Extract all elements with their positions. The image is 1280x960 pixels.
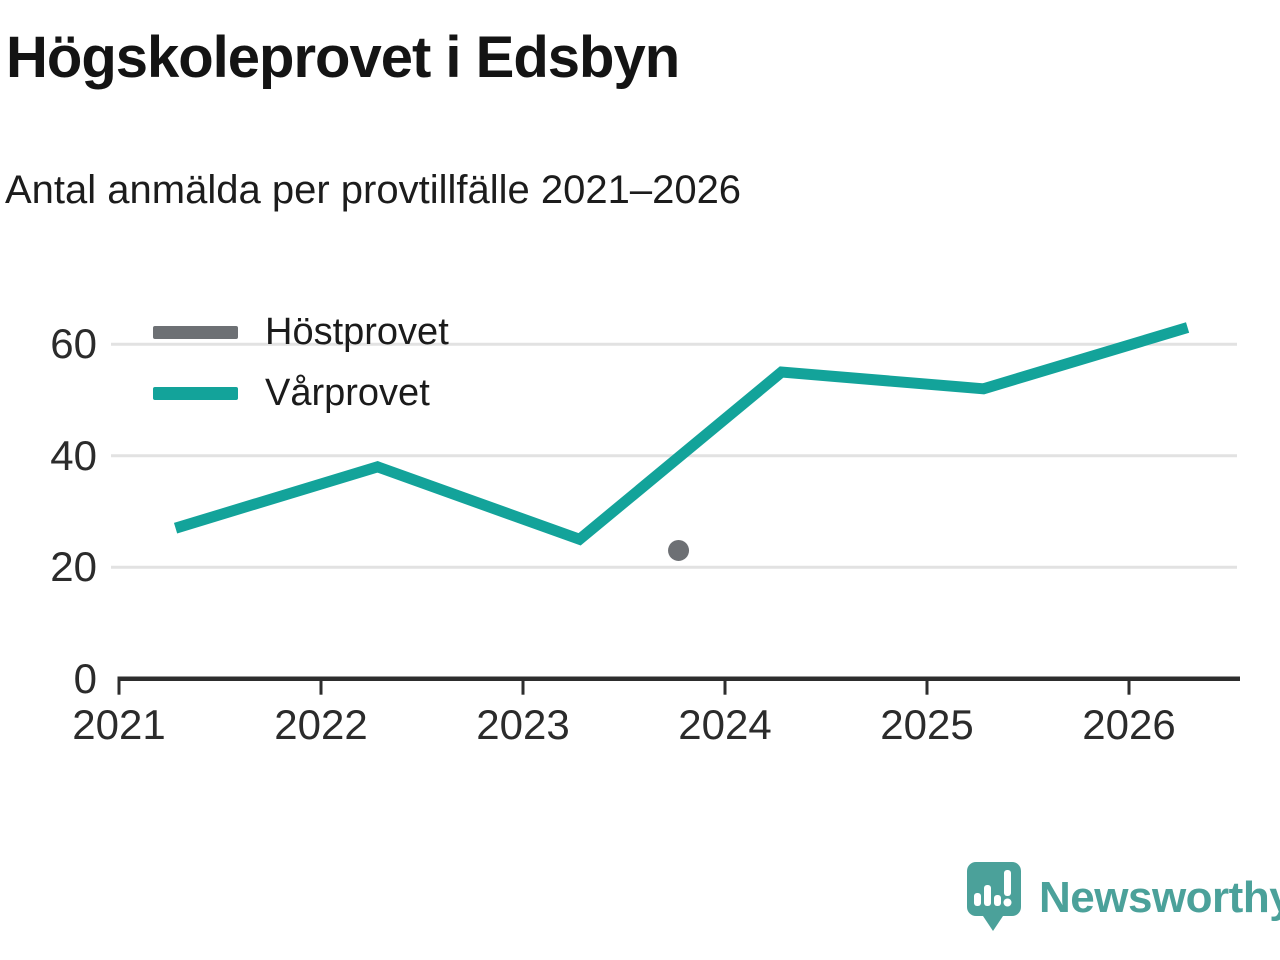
y-tick-label-0: 0 — [73, 654, 97, 702]
y-tick-label-20: 20 — [50, 543, 97, 591]
x-tick-label-2024: 2024 — [678, 701, 772, 748]
brand-footer: Newsworthy — [963, 858, 1280, 938]
series-line-varprovet — [173, 322, 1190, 546]
y-tick-label-40: 40 — [50, 431, 97, 479]
legend-swatch-hostprovet — [153, 326, 238, 339]
newsworthy-logo-icon — [967, 862, 1021, 931]
legend-label-varprovet: Vårprovet — [265, 372, 430, 414]
chart-subtitle: Antal anmälda per provtillfälle 2021–202… — [5, 168, 742, 212]
chart-legend: Höstprovet Vårprovet — [153, 309, 449, 417]
series-point-hostprovet — [668, 539, 690, 561]
x-tick-label-2022: 2022 — [274, 701, 368, 748]
brand-name: Newsworthy — [1039, 873, 1280, 922]
legend-item-varprovet: Vårprovet — [153, 370, 449, 417]
legend-label-hostprovet: Höstprovet — [265, 311, 449, 353]
x-tick-label-2025: 2025 — [880, 701, 974, 748]
x-tick-label-2026: 2026 — [1082, 701, 1176, 748]
x-tick-label-2023: 2023 — [476, 701, 570, 748]
chart-title: Högskoleprovet i Edsbyn — [6, 25, 680, 90]
x-tick-label-2021: 2021 — [72, 701, 166, 748]
legend-item-hostprovet: Höstprovet — [153, 309, 449, 356]
legend-swatch-varprovet — [153, 387, 238, 400]
y-tick-label-60: 60 — [50, 320, 97, 368]
